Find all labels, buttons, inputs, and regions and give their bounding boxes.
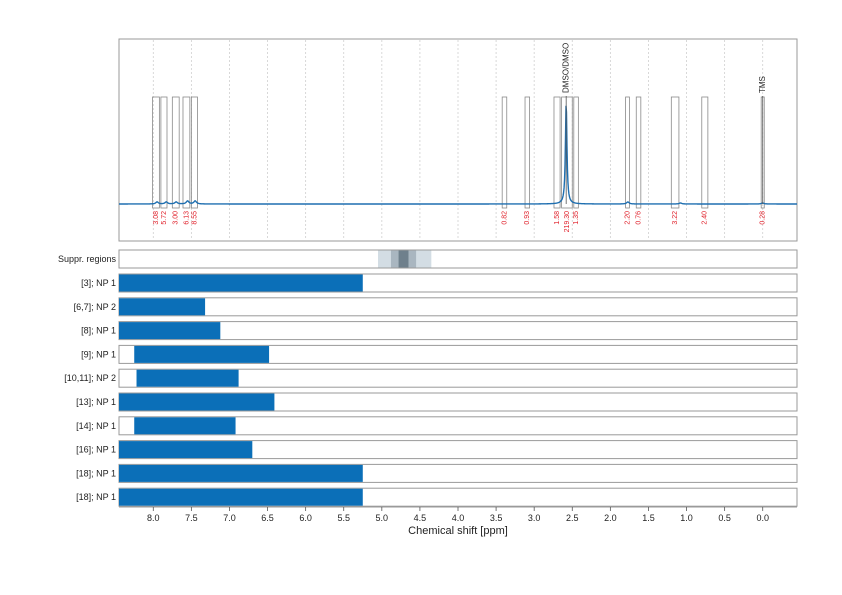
integration-region — [670, 96, 680, 209]
spectrum-panel: 3.08 5.72 3.00 6.13 8.55 0.82 0.93 1.58 219.30 1.… — [118, 38, 798, 242]
row-label: [16]; NP 1 — [76, 445, 116, 455]
integration-region — [561, 96, 573, 209]
x-tick-label: 0.0 — [756, 513, 769, 523]
x-tick-label: 6.0 — [299, 513, 312, 523]
row-label: [18]; NP 1 — [76, 468, 116, 478]
x-axis-title: Chemical shift [ppm] — [408, 525, 508, 537]
spectrum-trace — [119, 105, 797, 205]
row-bar — [134, 345, 270, 363]
row-label: [8]; NP 1 — [81, 326, 116, 336]
row-bar — [134, 417, 236, 435]
x-tick-label: 2.0 — [604, 513, 617, 523]
suppressed-regions-panel: Suppr. regions — [58, 249, 798, 269]
peak-annotation: DMSO/DMSO — [561, 43, 570, 93]
integration-region — [182, 96, 191, 209]
integral-label: 5.72 — [161, 211, 168, 225]
integration-region — [190, 96, 198, 209]
x-tick-label: 6.5 — [261, 513, 274, 523]
integration-region — [524, 96, 531, 209]
row-frame — [118, 368, 798, 388]
integration-region — [501, 96, 508, 209]
integral-label: 0.93 — [524, 211, 531, 225]
integration-region — [625, 96, 630, 209]
integral-label: 2.20 — [624, 211, 631, 225]
integral-label: 1.35 — [573, 211, 580, 225]
x-tick-label: 0.5 — [718, 513, 731, 523]
x-tick-label: 5.5 — [337, 513, 350, 523]
integral-label: 0.76 — [635, 211, 642, 225]
row-label: [13]; NP 1 — [76, 397, 116, 407]
integration-region — [171, 96, 180, 209]
row-label: [3]; NP 1 — [81, 278, 116, 288]
x-tick-label: 4.0 — [452, 513, 465, 523]
row-bar — [136, 369, 239, 387]
integral-label: 8.55 — [191, 211, 198, 225]
x-tick-label: 1.0 — [680, 513, 693, 523]
integral-label: 6.13 — [183, 211, 190, 225]
integral-label: 3.08 — [153, 211, 160, 225]
x-tick-label: 7.0 — [223, 513, 236, 523]
x-tick-label: 3.5 — [490, 513, 503, 523]
row-frame — [118, 344, 798, 364]
integration-region — [160, 96, 168, 209]
x-tick-label: 5.0 — [376, 513, 389, 523]
row-bar — [119, 322, 221, 340]
row-label: [18]; NP 1 — [76, 492, 116, 502]
row-frame — [118, 416, 798, 436]
row-frame — [118, 321, 798, 341]
integration-region — [553, 96, 561, 209]
row-label: [9]; NP 1 — [81, 349, 116, 359]
x-tick-label: 1.5 — [642, 513, 655, 523]
x-tick-label: 7.5 — [185, 513, 198, 523]
integral-label: 219.30 — [564, 211, 571, 233]
row-bar — [119, 274, 363, 292]
x-tick-label: 3.0 — [528, 513, 541, 523]
row-bar — [119, 298, 206, 316]
integral-label: 3.00 — [173, 211, 180, 225]
integration-region — [152, 96, 160, 209]
integral-label: 0.82 — [501, 211, 508, 225]
x-tick-label: 4.5 — [414, 513, 427, 523]
row-label: [10,11]; NP 2 — [64, 373, 116, 383]
row-label: [14]; NP 1 — [76, 421, 116, 431]
row-frame — [118, 297, 798, 317]
integration-region — [635, 96, 642, 209]
x-tick-label: 8.0 — [147, 513, 160, 523]
assignment-rows-panel: [3]; NP 1 [6,7]; NP 2 [8]; NP 1 [9]; NP 1 [1… — [64, 273, 798, 507]
suppressed-regions-label: Suppr. regions — [58, 254, 117, 264]
suppressed-band — [398, 250, 409, 268]
integral-label: 1.58 — [554, 211, 561, 225]
x-tick-label: 2.5 — [566, 513, 579, 523]
row-label: [6,7]; NP 2 — [74, 302, 116, 312]
row-bar — [119, 393, 275, 411]
row-bar — [119, 488, 363, 506]
row-bar — [119, 441, 253, 459]
integration-region — [573, 96, 579, 209]
integral-label: 3.22 — [672, 211, 679, 225]
integral-label: 0.28 — [760, 211, 767, 225]
integration-region — [701, 96, 709, 209]
integral-label: 2.40 — [702, 211, 709, 225]
x-axis: 8.0 7.5 7.0 6.5 6.0 5.5 5.0 4.5 4.0 3.5 3.0 2.5 2.0 1… — [119, 506, 797, 537]
row-bar — [119, 464, 363, 482]
suppressed-regions-frame — [118, 249, 798, 269]
peak-annotation: TMS — [758, 76, 767, 93]
